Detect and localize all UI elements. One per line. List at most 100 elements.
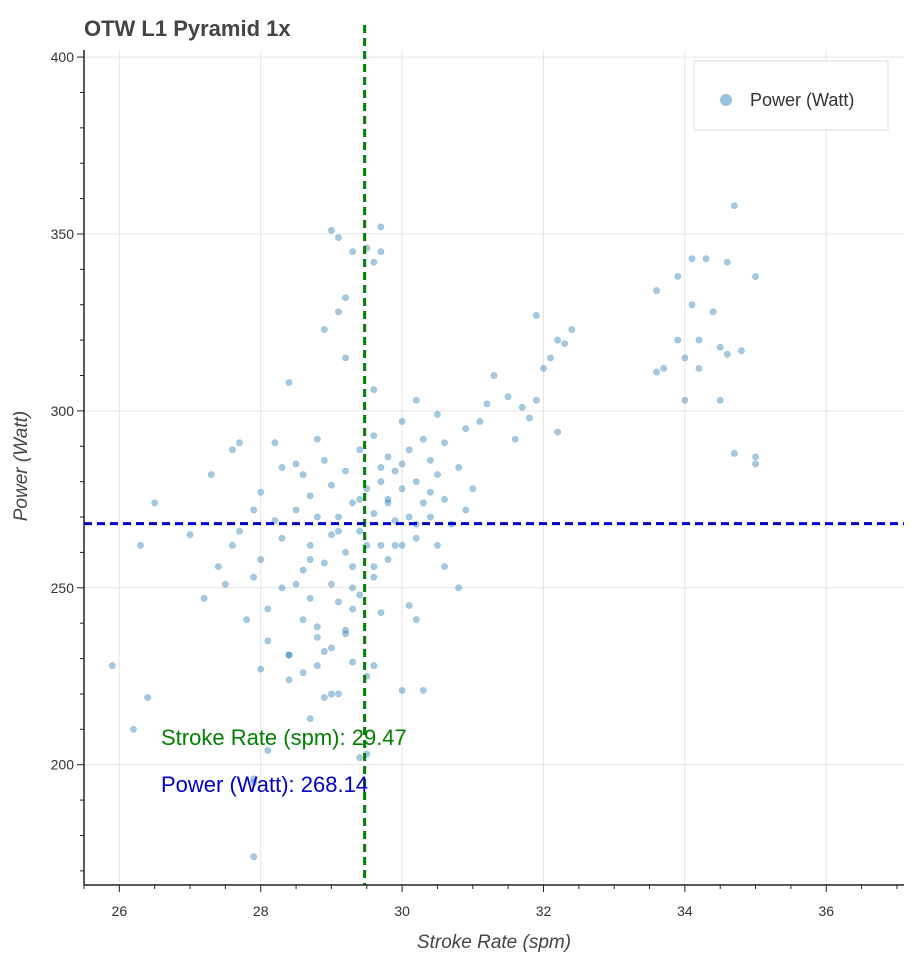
data-point (391, 467, 399, 475)
data-point (278, 534, 286, 542)
data-point (525, 414, 533, 422)
data-point (695, 336, 703, 344)
data-point (412, 478, 420, 486)
data-point (370, 573, 378, 581)
y-axis-label: Power (Watt) (11, 411, 32, 522)
data-point (455, 584, 463, 592)
data-point (476, 418, 484, 426)
data-point (730, 449, 738, 457)
data-point (377, 478, 385, 486)
data-point (518, 403, 526, 411)
x-tick-label: 34 (677, 903, 693, 919)
y-tick-label: 250 (51, 580, 75, 596)
data-point (334, 308, 342, 316)
data-point (320, 559, 328, 567)
data-point (264, 747, 272, 755)
data-point (334, 234, 342, 242)
data-point (257, 555, 265, 563)
data-point (455, 463, 463, 471)
data-point (419, 499, 427, 507)
data-point (398, 541, 406, 549)
data-point (292, 506, 300, 514)
data-point (752, 272, 760, 280)
data-point (250, 775, 258, 783)
data-point (398, 485, 406, 493)
data-point (716, 343, 724, 351)
data-point (370, 509, 378, 517)
data-point (370, 432, 378, 440)
data-point (250, 573, 258, 581)
data-point (433, 541, 441, 549)
data-point (490, 372, 498, 380)
data-point (299, 616, 307, 624)
data-point (370, 662, 378, 670)
axes: 26 28 30 32 34 36 200 250 300 350 400 (51, 49, 904, 919)
y-tick-label: 400 (51, 49, 75, 65)
data-point (186, 531, 194, 539)
grid (84, 50, 904, 885)
data-point (144, 693, 152, 701)
data-point (250, 506, 258, 514)
data-point (674, 336, 682, 344)
data-point (568, 326, 576, 334)
data-point (511, 435, 519, 443)
data-point (412, 616, 420, 624)
data-point (377, 541, 385, 549)
data-point (483, 400, 491, 408)
x-axis-label: Stroke Rate (spm) (417, 932, 571, 953)
data-point (313, 513, 321, 521)
data-point (384, 495, 392, 503)
data-point (342, 354, 350, 362)
x-tick-label: 28 (253, 903, 269, 919)
data-point (137, 541, 145, 549)
data-point (327, 531, 335, 539)
data-point (441, 563, 449, 571)
data-point (433, 471, 441, 479)
data-point (398, 418, 406, 426)
data-point (370, 258, 378, 266)
data-point (299, 669, 307, 677)
data-point (228, 446, 236, 454)
data-point (342, 294, 350, 302)
data-point (207, 471, 215, 479)
data-point (257, 488, 265, 496)
data-point (398, 460, 406, 468)
y-tick-label: 350 (51, 226, 75, 242)
legend-marker (720, 94, 732, 106)
data-point (151, 499, 159, 507)
data-point (306, 715, 314, 723)
data-point (334, 527, 342, 535)
data-point (370, 563, 378, 571)
data-point (278, 584, 286, 592)
data-point (342, 626, 350, 634)
data-point (285, 676, 293, 684)
data-point (356, 754, 364, 762)
data-point (681, 354, 689, 362)
data-point (334, 690, 342, 698)
data-point (228, 541, 236, 549)
data-point (356, 527, 364, 535)
data-point (688, 255, 696, 263)
data-point (313, 623, 321, 631)
data-point (384, 453, 392, 461)
data-point (320, 326, 328, 334)
data-point (653, 368, 661, 376)
data-point (356, 495, 364, 503)
data-point (702, 255, 710, 263)
data-point (349, 248, 357, 256)
data-point (285, 651, 293, 659)
legend[interactable]: Power (Watt) (693, 60, 889, 131)
data-point (299, 471, 307, 479)
data-point (306, 594, 314, 602)
data-point (532, 396, 540, 404)
data-point (752, 453, 760, 461)
data-point (313, 662, 321, 670)
legend-label: Power (Watt) (750, 90, 854, 110)
data-point (405, 446, 413, 454)
data-point (334, 598, 342, 606)
x-tick-label: 30 (394, 903, 410, 919)
data-point (469, 485, 477, 493)
data-point (384, 555, 392, 563)
data-point (271, 439, 279, 447)
